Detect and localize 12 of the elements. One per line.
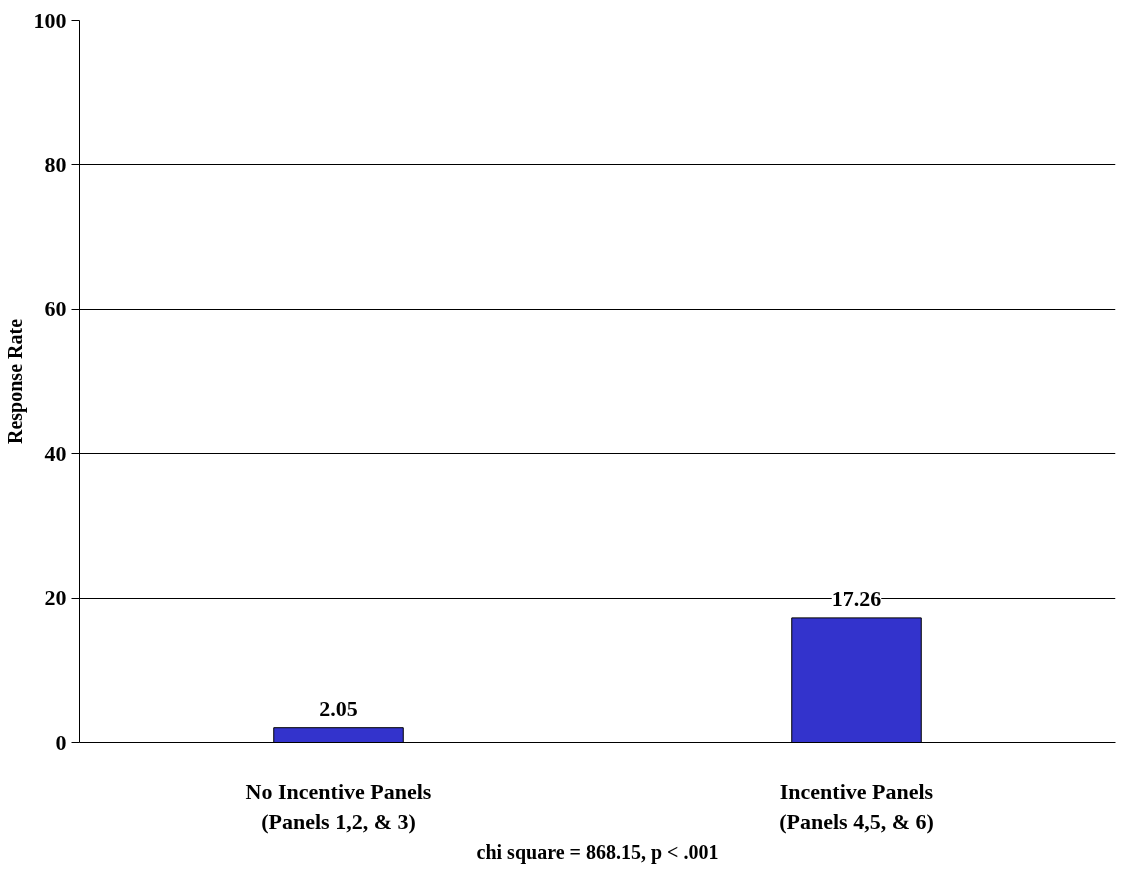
y-tick-label: 100 xyxy=(33,7,67,33)
y-tick-label: 80 xyxy=(44,151,67,177)
data-label: 17.26 xyxy=(831,585,882,611)
x-tick-label: No Incentive Panels (Panels 1,2, & 3) xyxy=(245,778,432,834)
y-axis-title: Response Rate xyxy=(3,318,27,444)
y-tick-label: 60 xyxy=(44,296,67,322)
y-tick-label: 20 xyxy=(44,585,67,611)
data-label: 2.05 xyxy=(319,695,358,721)
x-tick-label: Incentive Panels (Panels 4,5, & 6) xyxy=(779,778,934,834)
y-tick-label: 40 xyxy=(44,440,67,466)
y-tick-label: 0 xyxy=(55,729,67,755)
x-axis-title: chi square = 868.15, p < .001 xyxy=(476,840,719,864)
